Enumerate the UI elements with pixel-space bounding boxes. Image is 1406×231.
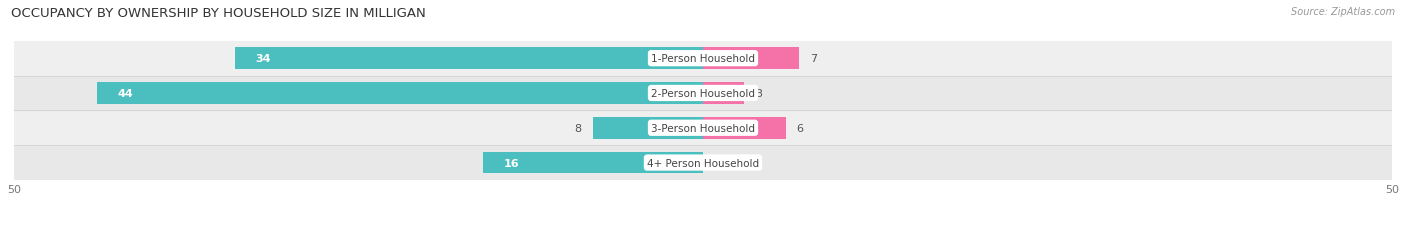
Text: 3: 3 [755, 88, 762, 99]
Bar [703, 83, 744, 104]
Text: 0: 0 [714, 158, 721, 168]
Bar [14, 42, 1392, 76]
Text: 1-Person Household: 1-Person Household [651, 54, 755, 64]
Text: 8: 8 [575, 123, 582, 133]
Bar [14, 146, 1392, 180]
Text: OCCUPANCY BY OWNERSHIP BY HOUSEHOLD SIZE IN MILLIGAN: OCCUPANCY BY OWNERSHIP BY HOUSEHOLD SIZE… [11, 7, 426, 20]
Text: 3-Person Household: 3-Person Household [651, 123, 755, 133]
Bar [593, 118, 703, 139]
Text: 16: 16 [503, 158, 519, 168]
Text: 2-Person Household: 2-Person Household [651, 88, 755, 99]
Bar [14, 76, 1392, 111]
Bar [703, 118, 786, 139]
Text: 6: 6 [797, 123, 804, 133]
Bar [97, 83, 703, 104]
Bar [703, 48, 800, 70]
Text: 44: 44 [117, 88, 134, 99]
Bar [482, 152, 703, 174]
Text: Source: ZipAtlas.com: Source: ZipAtlas.com [1291, 7, 1395, 17]
Text: 4+ Person Household: 4+ Person Household [647, 158, 759, 168]
Bar [235, 48, 703, 70]
Text: 7: 7 [810, 54, 818, 64]
Text: 34: 34 [254, 54, 271, 64]
Bar [14, 111, 1392, 146]
